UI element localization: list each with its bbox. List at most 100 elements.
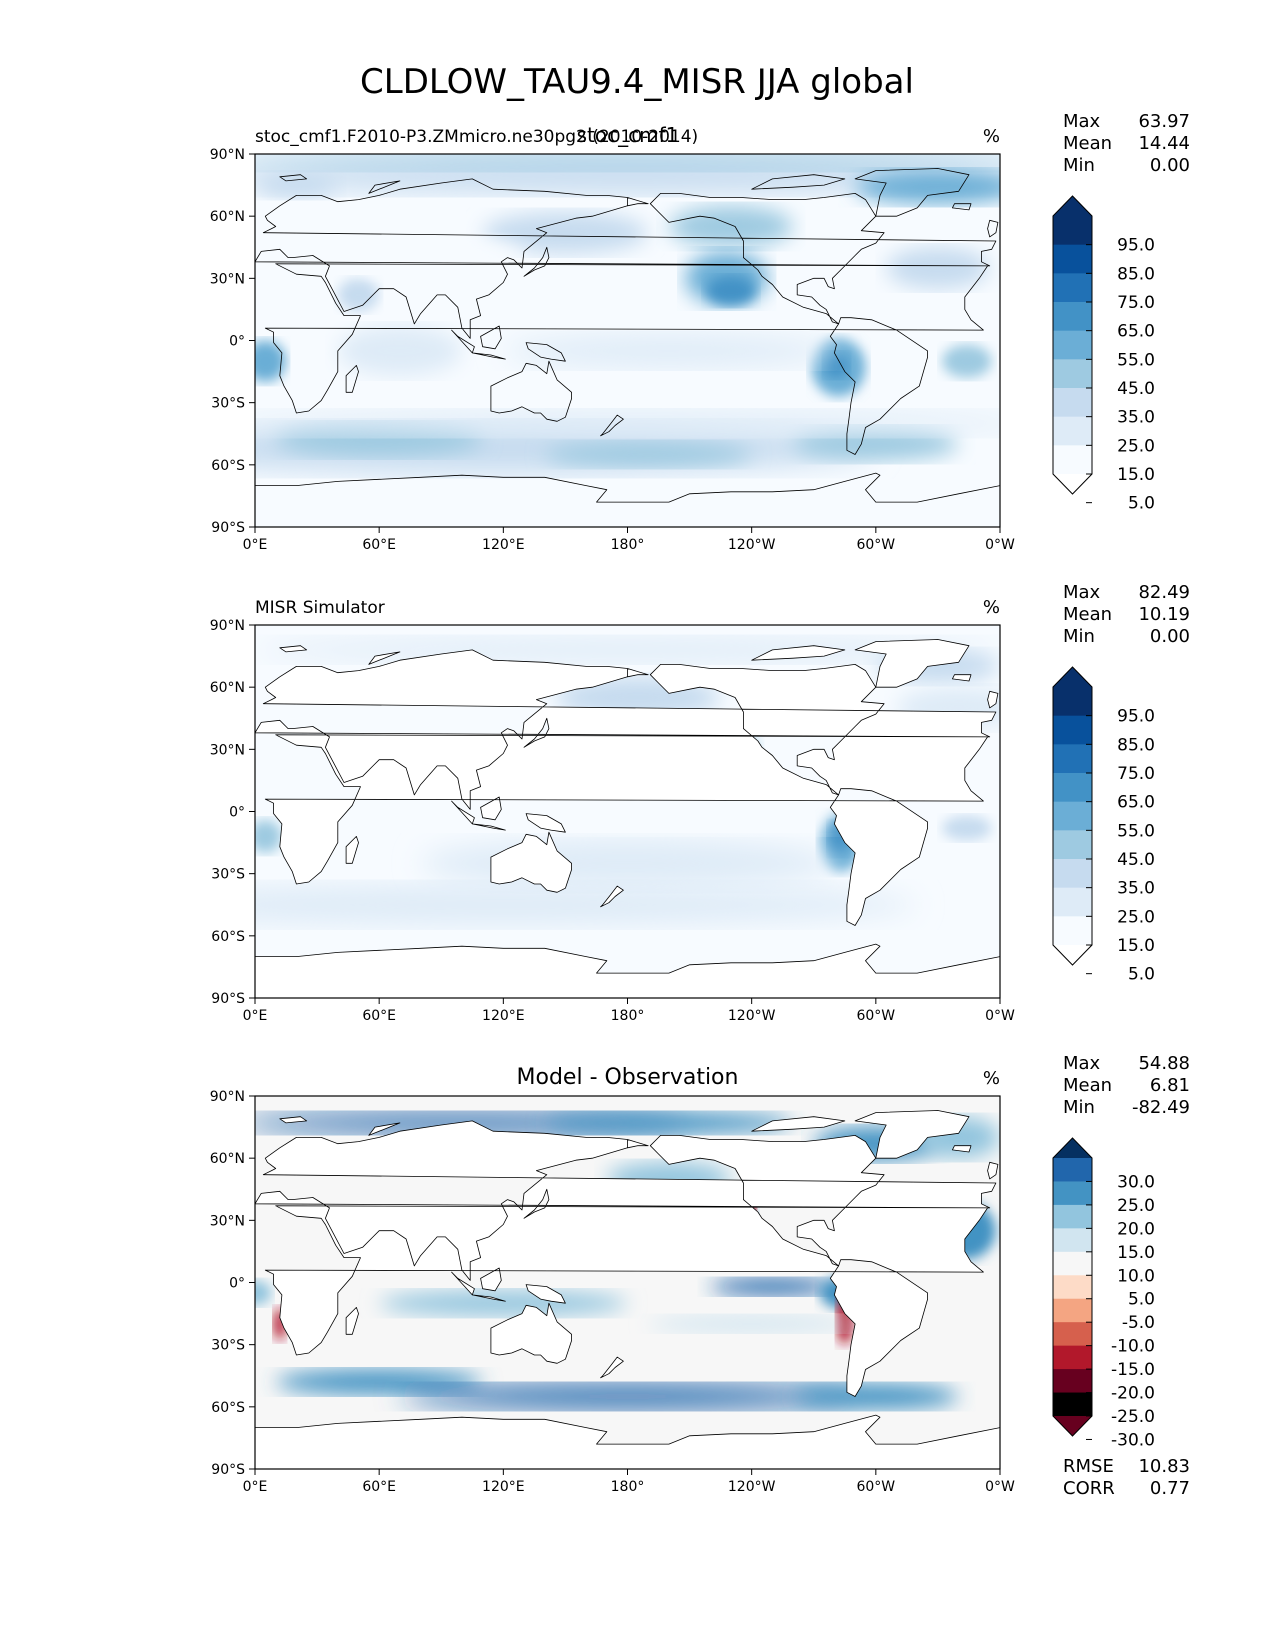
- colorbar-bin: [1053, 1345, 1092, 1370]
- field-cell: [482, 212, 649, 254]
- colorbar-label: 15.0: [1117, 465, 1155, 485]
- colorbar-bin: [1053, 1392, 1092, 1417]
- y-tick-label: 90°N: [210, 1089, 245, 1105]
- colorbar-label: 35.0: [1117, 408, 1155, 428]
- field-cell: [255, 340, 287, 382]
- y-tick-label: 30°N: [210, 1213, 245, 1229]
- panel-center-title: stoc_cmf1: [577, 123, 679, 147]
- y-tick-label: 30°S: [211, 396, 245, 412]
- colorbar-extend-bottom: [1053, 474, 1092, 494]
- colorbar-label: -25.0: [1111, 1407, 1155, 1427]
- field-cell: [379, 1290, 628, 1316]
- colorbar-bin: [1053, 216, 1092, 246]
- field-cell: [706, 276, 756, 306]
- x-tick-label: 60°E: [362, 537, 396, 553]
- colorbar-label: -15.0: [1111, 1360, 1155, 1380]
- colorbar-label: 15.0: [1117, 1243, 1155, 1263]
- colorbar-extend-top: [1053, 196, 1092, 216]
- panel-2: 0°E 60°E 120°E 180° 120°W 60°W 0°W 90°N 60°N 30°N…: [210, 582, 1190, 1024]
- x-tick-label: 180°: [611, 1008, 645, 1024]
- x-tick-label: 0°E: [243, 537, 268, 553]
- y-tick-label: 60°N: [210, 1151, 245, 1167]
- y-tick-label: 60°N: [210, 680, 245, 696]
- y-tick-label: 30°N: [210, 271, 245, 287]
- x-tick-label: 180°: [611, 1479, 645, 1495]
- colorbar-bin: [1053, 744, 1092, 774]
- colorbar-bin: [1053, 1158, 1092, 1182]
- field-cell: [942, 344, 992, 378]
- footer-stat-value: 10.83: [1138, 1456, 1190, 1477]
- colorbar: 30.0 25.0 20.0 15.0 10.0 5.0 -5.0 -10.0 -15.0 -20…: [1052, 1137, 1155, 1450]
- field-cell: [793, 1384, 959, 1409]
- x-tick-label: 60°E: [362, 1479, 396, 1495]
- colorbar-bin: [1053, 715, 1092, 745]
- colorbar-label: -10.0: [1111, 1337, 1155, 1357]
- colorbar-label: 5.0: [1128, 1290, 1155, 1310]
- field-cell: [255, 819, 282, 853]
- y-tick-label: 30°N: [210, 742, 245, 758]
- colorbar-bin: [1053, 388, 1092, 418]
- y-tick-label: 60°N: [210, 209, 245, 225]
- y-tick-label: 60°S: [211, 929, 245, 945]
- colorbar-label: 55.0: [1117, 821, 1155, 841]
- x-tick-label: 120°E: [482, 1008, 525, 1024]
- colorbar-label: 15.0: [1117, 936, 1155, 956]
- colorbar-bin: [1053, 916, 1092, 946]
- colorbar-bin: [1053, 830, 1092, 860]
- field-cell: [503, 809, 835, 835]
- stat-value: 54.88: [1138, 1053, 1190, 1074]
- field-cell: [503, 334, 835, 368]
- stat-value: 0.00: [1150, 155, 1190, 176]
- colorbar-bin: [1053, 244, 1092, 274]
- stat-value: -82.49: [1132, 1097, 1190, 1118]
- y-tick-label: 90°N: [210, 147, 245, 163]
- field-cell: [793, 427, 959, 461]
- colorbar-label: 95.0: [1117, 707, 1155, 727]
- y-tick-label: 30°S: [211, 1338, 245, 1354]
- y-tick-label: 60°S: [211, 458, 245, 474]
- x-tick-label: 0°E: [243, 1479, 268, 1495]
- colorbar-bin: [1053, 887, 1092, 917]
- x-tick-label: 120°E: [482, 537, 525, 553]
- colorbar-label: 45.0: [1117, 850, 1155, 870]
- colorbar-label: 5.0: [1128, 965, 1155, 985]
- colorbar-bin: [1053, 1369, 1092, 1394]
- colorbar-label: 65.0: [1117, 793, 1155, 813]
- x-tick-label: 60°W: [856, 1479, 895, 1495]
- colorbar-label: 55.0: [1117, 350, 1155, 370]
- colorbar-label: -5.0: [1122, 1313, 1155, 1333]
- stat-label: Mean: [1063, 1075, 1112, 1096]
- field-cell: [337, 325, 462, 376]
- colorbar-label: 85.0: [1117, 264, 1155, 284]
- stat-label: Mean: [1063, 133, 1112, 154]
- field-cell: [855, 170, 1000, 204]
- colorbar-extend-top: [1053, 1138, 1092, 1158]
- colorbar-bin: [1053, 359, 1092, 389]
- colorbar-bin: [1053, 273, 1092, 303]
- y-tick-label: 30°S: [211, 867, 245, 883]
- colorbar-label: 25.0: [1117, 436, 1155, 456]
- field-cell: [255, 172, 338, 198]
- x-tick-label: 120°W: [728, 1479, 776, 1495]
- colorbar: 95.0 85.0 75.0 65.0 55.0 45.0 35.0 25.0 15.0 5.0: [1052, 666, 1155, 985]
- panel-units: %: [983, 1068, 1000, 1089]
- colorbar-label: 10.0: [1117, 1266, 1155, 1286]
- stat-value: 63.97: [1138, 111, 1190, 132]
- field-cell: [255, 154, 1000, 171]
- x-tick-label: 120°E: [482, 1479, 525, 1495]
- panel-left-title: stoc_cmf1.F2010-P3.ZMmicro.ne30pg2 (2010…: [255, 127, 698, 147]
- colorbar-bin: [1053, 1181, 1092, 1206]
- panel-units: %: [983, 597, 1000, 618]
- colorbar-label: 20.0: [1117, 1219, 1155, 1239]
- colorbar-label: 35.0: [1117, 879, 1155, 899]
- field-cell: [358, 236, 525, 279]
- colorbar-label: 25.0: [1117, 907, 1155, 927]
- field-cell: [337, 278, 380, 312]
- y-tick-label: 90°S: [211, 991, 245, 1007]
- colorbar-bin: [1053, 801, 1092, 831]
- footer-stat-label: CORR: [1063, 1478, 1115, 1499]
- stat-label: Min: [1063, 1097, 1095, 1118]
- colorbar-label: 75.0: [1117, 764, 1155, 784]
- field-cell: [275, 1369, 483, 1395]
